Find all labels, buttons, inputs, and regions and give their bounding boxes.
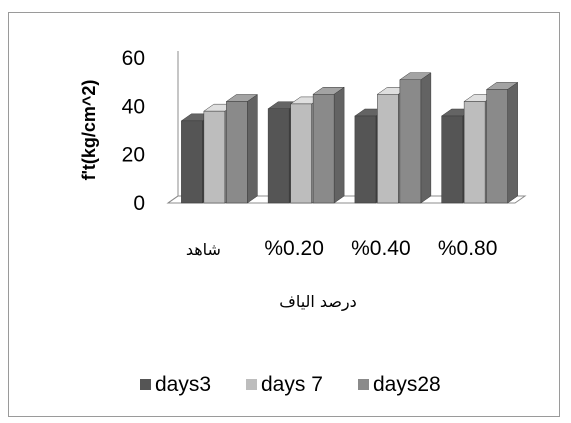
x-tick-label: شاهد	[186, 240, 221, 259]
y-tick-label: 60	[122, 47, 145, 70]
bar-front	[181, 120, 203, 204]
bar-front	[267, 108, 290, 204]
legend-swatch	[246, 379, 257, 390]
bar-side	[333, 86, 345, 204]
bar	[399, 72, 432, 204]
y-tick-label: 40	[122, 95, 145, 118]
legend-label: days28	[373, 373, 441, 396]
bar-side	[420, 72, 432, 204]
x-tick-label: %0.40	[351, 237, 411, 260]
bar	[485, 81, 519, 204]
legend-item: days28	[358, 373, 441, 396]
bar-front	[354, 115, 377, 204]
y-tick-labels: 0 20 40 60	[122, 47, 145, 215]
bar-front	[226, 101, 248, 204]
y-axis-label: f't(kg/cm^2)	[79, 80, 99, 181]
bar-front	[463, 101, 486, 204]
y-axis-base	[167, 195, 179, 204]
legend-label: days 7	[261, 373, 323, 396]
bar-front	[203, 110, 226, 204]
chart-frame	[8, 12, 560, 417]
bar-front	[399, 79, 422, 204]
x-tick-labels: شاهد %0.20 %0.40 %0.80	[186, 237, 498, 260]
x-tick-label: %0.20	[264, 237, 324, 260]
x-tick-label: %0.80	[438, 237, 498, 260]
bar-front	[377, 94, 399, 204]
legend: days3 days 7 days28	[140, 373, 441, 396]
bar-front	[290, 103, 312, 204]
legend-label: days3	[155, 373, 211, 396]
bar	[225, 94, 259, 204]
x-axis-label: درصد الياف	[279, 292, 357, 312]
bar-side	[247, 94, 258, 204]
bar-side	[507, 81, 518, 204]
legend-item: days3	[140, 373, 211, 396]
y-tick-label: 20	[122, 144, 145, 167]
y-axis	[167, 51, 179, 204]
bar	[312, 86, 345, 204]
legend-swatch	[140, 379, 151, 390]
legend-item: days 7	[246, 373, 323, 396]
bars	[180, 72, 519, 204]
legend-swatch	[358, 379, 369, 390]
bar-front	[486, 89, 508, 204]
bar-front	[441, 115, 463, 204]
bar-front	[312, 94, 335, 204]
y-tick-label: 0	[133, 192, 145, 215]
